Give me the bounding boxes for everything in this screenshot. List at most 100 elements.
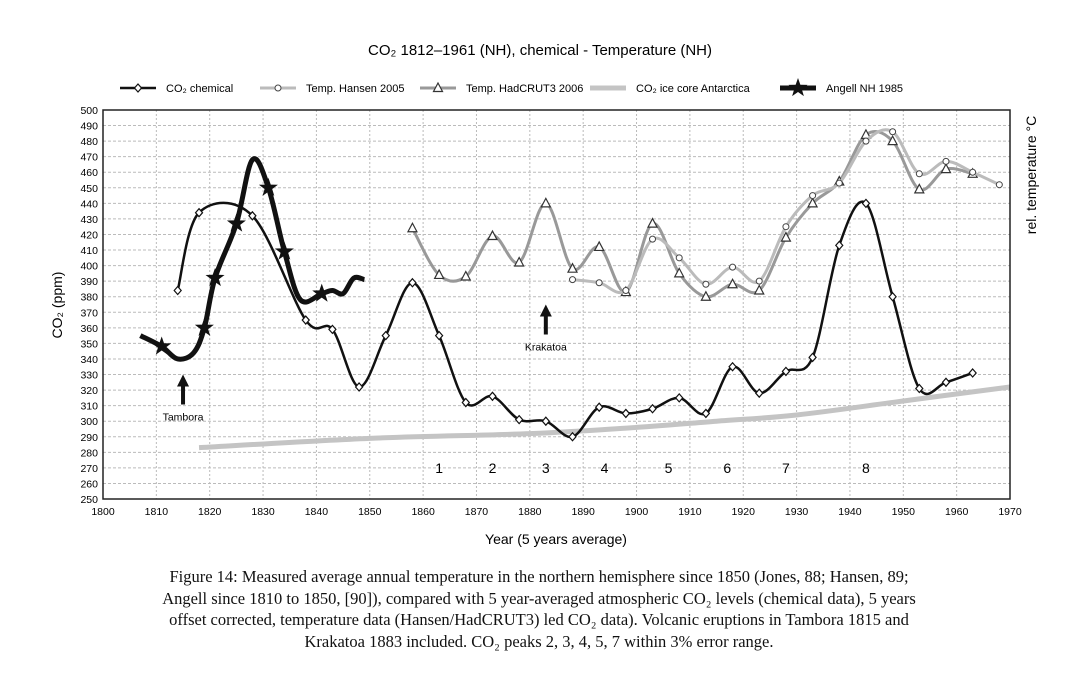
x-tick-label: 1920 [732, 506, 756, 518]
annotation-krakatoa: Krakatoa [525, 342, 567, 354]
y-tick-label: 470 [80, 152, 98, 164]
diamond-marker [381, 330, 391, 341]
y-tick-label: 380 [80, 292, 98, 304]
legend-label: CO₂ chemical [166, 83, 233, 95]
triangle-marker [513, 256, 525, 267]
x-tick-label: 1880 [518, 506, 542, 518]
figure-caption: Figure 14: Measured average annual tempe… [0, 566, 1078, 652]
y-tick-label: 270 [80, 463, 98, 475]
circle-marker [595, 279, 603, 287]
x-tick-label: 1900 [625, 506, 649, 518]
y-tick-label: 390 [80, 276, 98, 288]
circle-marker [809, 192, 817, 200]
y-tick-label: 400 [80, 261, 98, 273]
series-angell-nh-1985 [139, 156, 366, 362]
diamond-marker [968, 368, 977, 378]
triangle-marker [567, 262, 579, 273]
x-tick-label: 1940 [838, 506, 862, 518]
star-marker [226, 213, 246, 232]
caption-line: Krakatoa 1883 included. CO₂ peaks 2, 3, … [304, 631, 774, 651]
diamond-marker [861, 198, 871, 209]
y-tick-label: 480 [80, 136, 98, 148]
legend: CO₂ chemical Temp. Hansen 2005 Temp. HadCR… [120, 78, 903, 97]
y-axis-right-label: rel. temperature °C [1023, 116, 1039, 234]
y-tick-label: 360 [80, 323, 98, 335]
circle-marker [782, 223, 790, 231]
diamond-marker [488, 391, 497, 402]
circle-marker [569, 276, 577, 284]
circle-marker [915, 170, 923, 178]
star-marker [194, 317, 214, 336]
grid: 1800 1810 1820 1830 1840 1850 1860 1870 1880 1890… [80, 105, 1021, 518]
x-tick-label: 1930 [785, 506, 809, 518]
legend-item: Temp. HadCRUT3 2006 [420, 81, 583, 95]
peak-label: 2 [489, 460, 497, 476]
star-marker [274, 241, 294, 260]
x-tick-label: 1870 [465, 506, 489, 518]
y-tick-label: 280 [80, 447, 98, 459]
diamond-marker [621, 408, 631, 419]
arrow-icon [539, 304, 552, 335]
peak-label: 3 [542, 460, 550, 476]
annotation-tambora: Tambora [163, 412, 204, 424]
y-tick-label: 430 [80, 214, 98, 226]
diamond-marker [301, 315, 311, 325]
triangle-marker [940, 162, 952, 174]
y-tick-label: 250 [80, 494, 98, 506]
star-marker [258, 177, 278, 196]
y-axis-label: CO₂ (ppm) [49, 272, 65, 339]
y-tick-label: 260 [80, 478, 98, 490]
y-tick-label: 340 [80, 354, 98, 366]
triangle-marker [753, 284, 765, 295]
series-temp-hansen-2005 [569, 128, 1003, 295]
triangle-marker [887, 134, 899, 146]
circle-marker [755, 277, 763, 285]
y-tick-label: 370 [80, 307, 98, 319]
y-tick-label: 320 [80, 385, 98, 397]
y-tick-label: 290 [80, 432, 98, 444]
series-co-ice-core-antarctica [198, 384, 1011, 451]
caption-line: Figure 14: Measured average annual tempe… [169, 567, 909, 586]
y-tick-label: 310 [80, 401, 98, 413]
diamond-marker [461, 397, 471, 408]
triangle-marker [673, 267, 685, 278]
peak-label: 5 [665, 460, 673, 476]
x-tick-label: 1890 [571, 506, 595, 518]
triangle-marker [540, 197, 552, 208]
y-tick-label: 440 [80, 198, 98, 210]
legend-marker [133, 83, 143, 93]
diamond-marker [354, 382, 364, 392]
x-tick-label: 1950 [892, 506, 916, 518]
y-tick-label: 420 [80, 229, 98, 241]
circle-marker [942, 157, 950, 165]
diamond-marker [941, 377, 951, 388]
circle-marker [862, 137, 870, 145]
series-line [139, 156, 366, 362]
y-tick-label: 350 [80, 338, 98, 350]
legend-item: Temp. Hansen 2005 [260, 83, 404, 95]
triangle-marker [807, 197, 819, 208]
diamond-marker [834, 240, 844, 251]
diamond-marker [915, 383, 924, 394]
diamond-marker [514, 414, 524, 425]
peak-label: 6 [723, 460, 731, 476]
diamond-marker [674, 392, 684, 403]
diamond-marker [248, 210, 257, 221]
diamond-marker [173, 285, 182, 296]
circle-marker [995, 181, 1003, 189]
legend-item: Angell NH 1985 [780, 78, 903, 97]
star-marker [152, 336, 172, 355]
y-tick-label: 490 [80, 121, 98, 133]
series-co-chemical [173, 198, 977, 442]
peak-label: 8 [862, 460, 870, 476]
triangle-marker [727, 277, 739, 289]
peak-label: 1 [435, 460, 443, 476]
legend-label: Angell NH 1985 [826, 83, 903, 95]
x-tick-label: 1830 [251, 506, 275, 518]
triangle-marker [433, 268, 445, 280]
triangle-marker [700, 290, 712, 301]
x-tick-label: 1860 [411, 506, 435, 518]
y-tick-label: 450 [80, 183, 98, 195]
x-tick-label: 1820 [198, 506, 222, 518]
diamond-marker [701, 408, 711, 419]
